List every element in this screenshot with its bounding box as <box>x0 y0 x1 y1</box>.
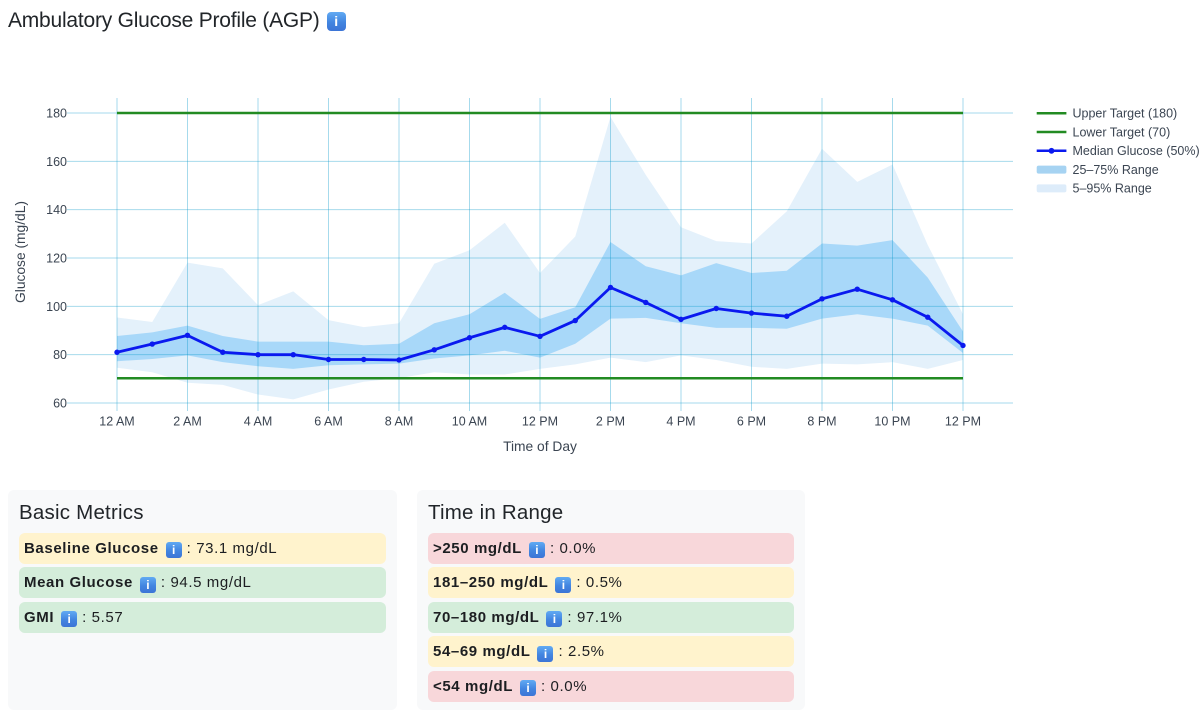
svg-text:5–95% Range: 5–95% Range <box>1073 182 1152 196</box>
svg-text:100: 100 <box>46 300 67 314</box>
svg-text:2 PM: 2 PM <box>596 415 625 429</box>
svg-text:4 AM: 4 AM <box>244 415 273 429</box>
svg-text:8 AM: 8 AM <box>385 415 414 429</box>
svg-text:25–75% Range: 25–75% Range <box>1073 163 1159 177</box>
svg-text:140: 140 <box>46 203 67 217</box>
svg-text:8 PM: 8 PM <box>807 415 836 429</box>
svg-text:160: 160 <box>46 155 67 169</box>
svg-text:60: 60 <box>53 397 67 411</box>
svg-text:80: 80 <box>53 348 67 362</box>
svg-text:6 PM: 6 PM <box>737 415 766 429</box>
svg-text:10 PM: 10 PM <box>874 415 910 429</box>
svg-text:Time of Day: Time of Day <box>503 439 577 454</box>
svg-text:Median Glucose (50%): Median Glucose (50%) <box>1073 144 1200 158</box>
svg-text:Glucose (mg/dL): Glucose (mg/dL) <box>13 201 28 303</box>
svg-text:10 AM: 10 AM <box>452 415 487 429</box>
svg-text:Upper Target (180): Upper Target (180) <box>1073 107 1178 121</box>
svg-text:Lower Target (70): Lower Target (70) <box>1073 125 1171 139</box>
svg-text:180: 180 <box>46 107 67 121</box>
svg-text:12 PM: 12 PM <box>522 415 558 429</box>
svg-text:6 AM: 6 AM <box>314 415 343 429</box>
svg-text:120: 120 <box>46 252 67 266</box>
svg-text:12 AM: 12 AM <box>99 415 134 429</box>
svg-text:12 PM: 12 PM <box>945 415 981 429</box>
svg-text:2 AM: 2 AM <box>173 415 202 429</box>
svg-text:4 PM: 4 PM <box>666 415 695 429</box>
